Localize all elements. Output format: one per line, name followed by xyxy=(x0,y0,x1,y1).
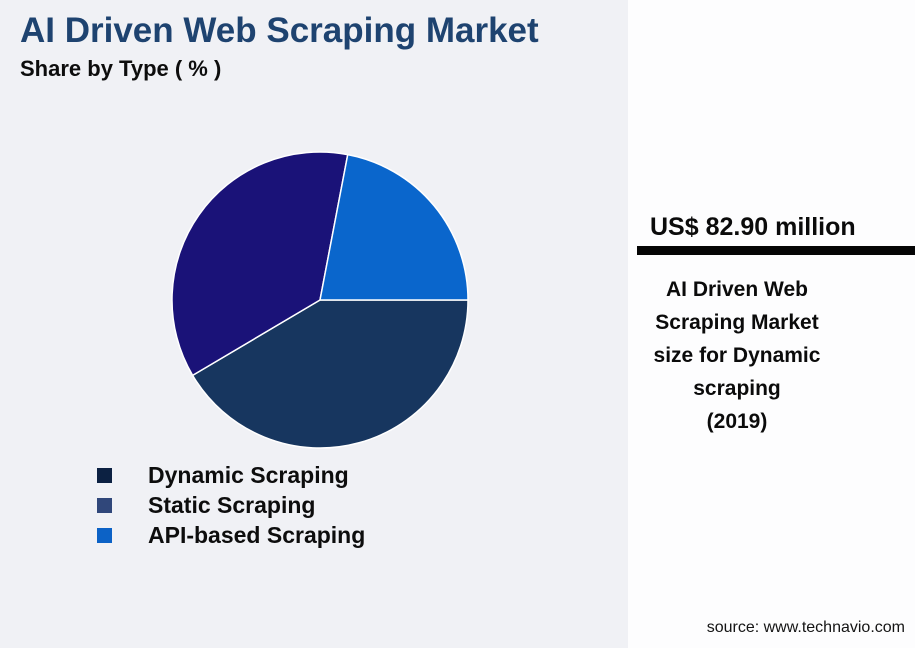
legend-label: API-based Scraping xyxy=(148,521,366,548)
side-panel: US$ 82.90 million AI Driven Web Scraping… xyxy=(628,0,915,648)
legend-swatch-icon xyxy=(97,497,112,513)
pie-slice-static-scraping xyxy=(171,151,349,377)
legend-item: API-based Scraping xyxy=(97,520,365,550)
market-size-value: US$ 82.90 million xyxy=(650,213,856,241)
legend-swatch-icon xyxy=(97,467,112,483)
source-attribution: source: www.technavio.com xyxy=(706,619,905,636)
pie-slice-dynamic-scraping xyxy=(191,299,469,449)
legend-swatch-icon xyxy=(97,527,112,543)
legend-item: Dynamic Scraping xyxy=(97,460,365,490)
pie-chart xyxy=(171,151,469,449)
legend-label: Static Scraping xyxy=(148,491,316,518)
legend-item: Static Scraping xyxy=(97,490,365,520)
market-size-description: AI Driven Web Scraping Market size for D… xyxy=(642,273,832,438)
divider-bar xyxy=(637,246,915,255)
market-size-description-text: AI Driven Web Scraping Market size for D… xyxy=(653,278,821,400)
legend-label: Dynamic Scraping xyxy=(148,461,349,488)
pie-slice-api-based-scraping xyxy=(319,153,469,301)
page-title: AI Driven Web Scraping Market xyxy=(20,11,539,50)
market-size-year: (2019) xyxy=(706,410,768,433)
pie-chart-container xyxy=(170,150,470,450)
page-subtitle: Share by Type ( % ) xyxy=(20,56,222,81)
legend: Dynamic Scraping Static Scraping API-based… xyxy=(97,460,365,550)
